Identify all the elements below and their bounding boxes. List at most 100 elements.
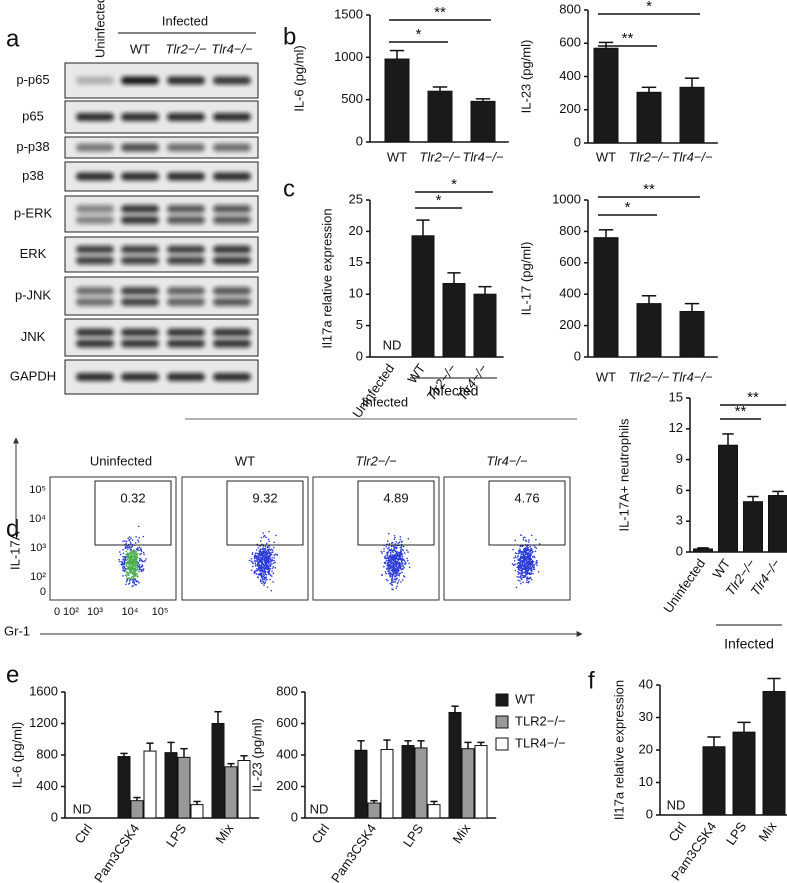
gate xyxy=(357,480,435,546)
flow-event xyxy=(266,579,268,581)
annotation: ND xyxy=(310,801,329,816)
flow-event xyxy=(521,576,524,579)
flow-event xyxy=(138,536,141,539)
flow-event xyxy=(395,547,398,550)
flow-event xyxy=(254,552,257,554)
flow-event xyxy=(386,553,388,556)
y-tick-label: 800 xyxy=(276,683,298,698)
bar xyxy=(474,745,488,819)
flow-y-label: IL-17A xyxy=(7,531,22,570)
bar xyxy=(354,749,368,819)
flow-event xyxy=(391,583,393,585)
flow-event xyxy=(398,574,401,577)
flow-event xyxy=(392,581,395,583)
significance-label: ** xyxy=(434,4,446,21)
y-tick-label: 600 xyxy=(559,254,581,269)
flow-x-tick: 10³ xyxy=(87,606,103,618)
x-tick-label: Mix xyxy=(755,819,779,845)
flow-event xyxy=(521,563,524,566)
flow-event xyxy=(400,545,403,548)
flow-event xyxy=(129,569,132,572)
flow-event xyxy=(264,564,267,567)
flow-event xyxy=(272,580,274,583)
flow-event xyxy=(399,538,402,541)
flow-event xyxy=(134,564,137,567)
flow-event xyxy=(255,549,258,551)
bar xyxy=(190,804,204,819)
flow-event xyxy=(532,555,534,558)
flow-event xyxy=(525,563,527,566)
flow-event xyxy=(386,554,389,557)
flow-event xyxy=(395,569,398,571)
bar xyxy=(448,711,462,819)
flow-event xyxy=(127,560,129,563)
blot-band xyxy=(167,216,205,224)
flow-event xyxy=(267,538,270,541)
blot-band xyxy=(167,339,205,348)
y-tick-label: 1200 xyxy=(29,715,58,730)
blot-band xyxy=(167,287,205,295)
flow-event xyxy=(261,548,263,551)
flow-event xyxy=(128,552,131,554)
y-tick-label: 15 xyxy=(669,389,683,404)
flow-event xyxy=(256,567,258,570)
flow-event xyxy=(118,560,121,563)
flow-event xyxy=(399,552,402,554)
flow-event xyxy=(523,566,525,568)
y-tick-label: 600 xyxy=(559,35,581,50)
flow-event xyxy=(524,556,527,559)
flow-event xyxy=(253,555,256,557)
blot-band xyxy=(121,216,159,224)
bar xyxy=(224,766,238,819)
flow-event xyxy=(530,567,532,570)
flow-event xyxy=(263,578,266,580)
flow-event xyxy=(515,586,518,589)
flow-event xyxy=(133,582,136,585)
legend-label: TLR4−/− xyxy=(515,735,566,750)
flow-event xyxy=(516,566,519,569)
flow-event xyxy=(269,564,272,567)
flow-event xyxy=(262,536,265,538)
blot-box xyxy=(64,195,259,233)
flow-event xyxy=(522,560,524,563)
flow-event xyxy=(268,546,270,549)
flow-event xyxy=(393,554,396,556)
flow-event xyxy=(530,570,533,572)
flow-event xyxy=(523,571,526,574)
flow-event xyxy=(260,554,262,557)
flow-event xyxy=(527,547,530,549)
flow-event xyxy=(140,549,142,551)
flow-event xyxy=(138,566,141,569)
flow-event xyxy=(519,545,522,548)
flow-event xyxy=(527,552,530,554)
x-tick-label: Tlr2−/− xyxy=(628,369,670,384)
flow-event xyxy=(529,545,531,548)
flow-event xyxy=(530,547,532,550)
flow-event xyxy=(125,550,128,553)
flow-event xyxy=(127,583,130,585)
flow-event xyxy=(387,561,390,564)
bar xyxy=(768,495,787,553)
flow-event xyxy=(131,564,134,566)
flow-event xyxy=(535,562,537,565)
flow-event xyxy=(132,575,135,578)
flow-event xyxy=(527,570,529,572)
flow-event xyxy=(262,551,265,553)
y-tick-label: 400 xyxy=(559,286,581,301)
y-tick-label: 400 xyxy=(559,68,581,83)
flow-event xyxy=(261,557,263,560)
flow-event xyxy=(255,572,258,575)
flow-event xyxy=(512,548,514,551)
flow-event xyxy=(396,551,398,554)
blot-row-label: p-JNK xyxy=(15,287,51,302)
y-tick-label: 40 xyxy=(639,676,653,691)
bar xyxy=(718,444,738,553)
x-tick-label: Pam3CSK4 xyxy=(91,821,142,883)
gate-value: 4.89 xyxy=(383,490,408,505)
panel-label: a xyxy=(6,25,20,52)
flow-event xyxy=(269,558,272,561)
blot-row-label: p65 xyxy=(22,108,44,123)
flow-event xyxy=(387,532,390,535)
flow-event xyxy=(131,565,134,568)
flow-event xyxy=(135,561,138,563)
